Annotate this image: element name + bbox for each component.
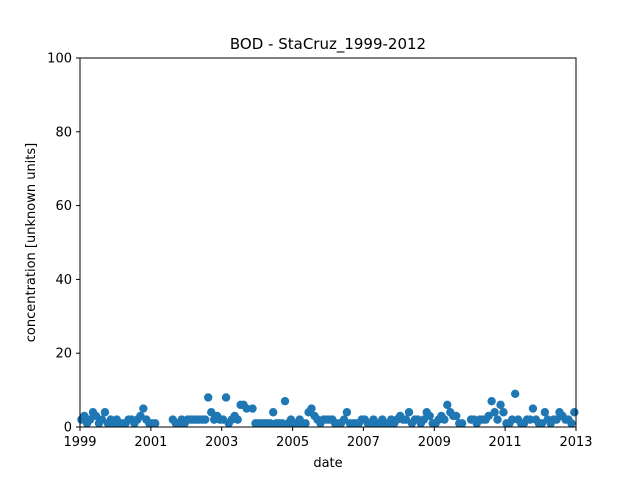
y-tick-label: 0 [64, 421, 72, 436]
data-point [248, 404, 257, 413]
data-point [484, 411, 493, 421]
data-point [496, 400, 505, 410]
y-axis-label: concentration [unknown units] [24, 143, 39, 342]
data-point [204, 393, 213, 402]
data-point [269, 408, 278, 417]
data-point [493, 415, 502, 424]
data-point [567, 419, 576, 428]
data-point [443, 400, 452, 410]
data-point [265, 419, 275, 428]
data-point [151, 419, 160, 428]
data-point [242, 404, 251, 413]
data-point [342, 408, 352, 417]
y-tick-label: 60 [55, 199, 72, 214]
x-axis-ticks: 1999 2001 2003 2005 2007 2009 2011 2013 [63, 427, 593, 450]
chart-title: BOD - StaCruz_1999-2012 [230, 35, 426, 54]
data-point [452, 411, 461, 421]
data-point [425, 411, 434, 421]
x-axis-label: date [313, 456, 342, 471]
data-point [507, 415, 517, 424]
data-point [570, 408, 579, 417]
data-point [440, 415, 449, 424]
data-point [457, 419, 467, 428]
y-tick-label: 20 [55, 347, 72, 362]
data-point [100, 408, 110, 417]
data-point [277, 419, 287, 428]
data-point [139, 404, 148, 413]
x-tick-label: 2003 [205, 435, 238, 450]
data-point [201, 415, 210, 424]
data-point [525, 415, 535, 424]
x-tick-label: 2005 [276, 435, 309, 450]
data-point [233, 415, 242, 424]
x-tick-label: 2009 [418, 435, 451, 450]
data-point [510, 389, 520, 398]
data-points [77, 389, 579, 428]
data-point [307, 404, 316, 413]
x-tick-label: 1999 [63, 435, 96, 450]
data-point [499, 408, 508, 417]
data-point [404, 408, 414, 417]
plot-frame [79, 57, 577, 428]
data-point [540, 408, 550, 417]
x-tick-label: 2011 [489, 435, 522, 450]
data-point [487, 396, 496, 406]
x-tick-label: 2013 [559, 435, 592, 450]
y-tick-label: 80 [55, 125, 72, 140]
data-point [280, 396, 290, 406]
data-point [221, 393, 231, 402]
y-tick-label: 40 [55, 273, 72, 288]
data-point [490, 408, 499, 417]
x-tick-label: 2007 [347, 435, 380, 450]
data-point [528, 404, 538, 413]
y-tick-label: 100 [47, 52, 72, 67]
data-point [301, 419, 310, 428]
x-tick-label: 2001 [134, 435, 167, 450]
y-axis-ticks: 0 20 40 60 80 100 [47, 52, 80, 436]
